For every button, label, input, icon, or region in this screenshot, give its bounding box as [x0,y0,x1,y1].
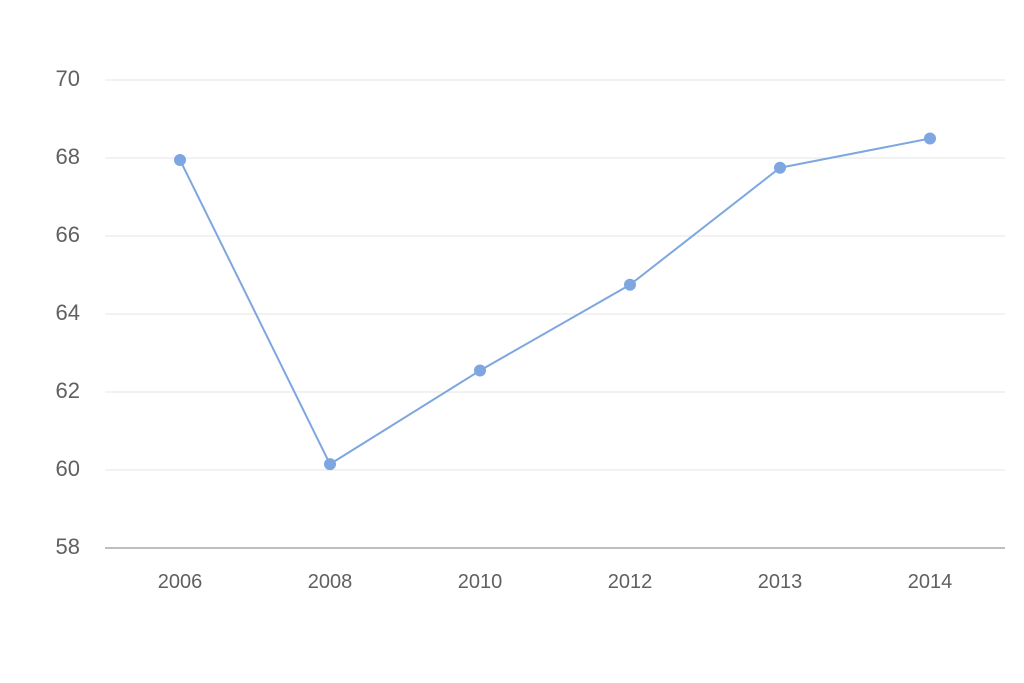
data-point [324,458,336,470]
y-tick-label: 62 [56,378,80,403]
data-point [174,154,186,166]
chart-canvas: 58 60 62 64 66 68 70 2006 2008 2010 2012 2013 2014 [0,0,1024,683]
x-tick-label: 2013 [758,571,803,593]
x-tick-label: 2006 [158,571,203,593]
y-tick-label: 58 [56,534,80,559]
y-tick-label: 66 [56,222,80,247]
y-tick-label: 68 [56,144,80,169]
y-tick-label: 70 [56,66,80,91]
x-tick-label: 2008 [308,571,353,593]
x-tick-label: 2012 [608,571,653,593]
x-tick-label: 2010 [458,571,503,593]
line-chart: 58 60 62 64 66 68 70 2006 2008 2010 2012 2013 2014 [0,0,1024,683]
y-tick-label: 64 [56,300,80,325]
y-tick-label: 60 [56,456,80,481]
data-point [924,133,936,145]
x-tick-label: 2014 [908,571,953,593]
data-point [624,279,636,291]
data-point [774,162,786,174]
data-point [474,365,486,377]
